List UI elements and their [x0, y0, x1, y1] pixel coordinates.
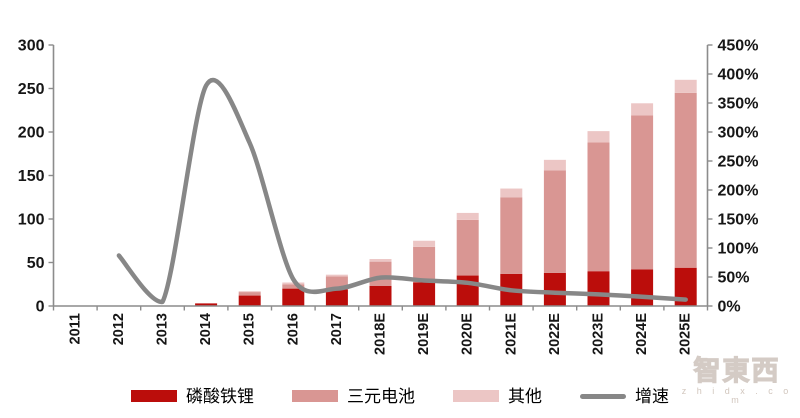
bar-segment-ternary: [456, 219, 479, 276]
bar-segment-ternary: [369, 261, 392, 286]
bar-segment-lfp: [674, 267, 697, 306]
x-axis-label: 2017: [329, 313, 345, 345]
bar-segment-lfp: [587, 271, 610, 306]
x-axis-label: 2022E: [547, 313, 563, 355]
y-axis-left-tick-label: 50: [27, 255, 45, 272]
bar-segment-ternary: [238, 292, 261, 296]
bar-segment-other: [325, 274, 348, 277]
x-axis-label: 2014: [198, 313, 214, 345]
bar-segment-ternary: [500, 197, 523, 274]
y-axis-right-tick-label: 0%: [718, 299, 741, 316]
bar-segment-other: [413, 240, 436, 247]
bar-segment-lfp: [543, 272, 566, 306]
bar-segment-other: [282, 282, 305, 285]
bar-segment-other: [369, 259, 392, 262]
y-axis-right-tick-label: 350%: [718, 96, 759, 113]
x-axis-label: 2021E: [503, 313, 519, 355]
bar-segment-ternary: [413, 246, 436, 283]
y-axis-right-tick-label: 150%: [718, 212, 759, 229]
chart-canvas: 0 50 100 150 200 250 300 0% 50% 100% 150% 200% 250% 3…: [18, 38, 759, 355]
bar-segment-other: [456, 212, 479, 220]
legend-item-lfp: 磷酸铁锂: [131, 388, 254, 405]
legend-label: 三元电池: [347, 386, 415, 406]
legend-swatch-lfp: [131, 390, 177, 402]
y-axis-left-tick-label: 150: [18, 168, 45, 185]
y-axis-right-tick-label: 100%: [718, 241, 759, 258]
y-axis-right-tick-label: 400%: [718, 67, 759, 84]
bar-segment-lfp: [238, 295, 261, 306]
legend-item-ternary: 三元电池: [292, 388, 415, 405]
bar-segment-lfp: [282, 288, 305, 306]
x-axis-label: 2019E: [416, 313, 432, 355]
bar-segment-ternary: [674, 92, 697, 268]
x-axis-label: 2011: [67, 313, 83, 344]
growth-line: [116, 77, 688, 305]
legend-item-growth: 增速: [580, 388, 669, 405]
legend-swatch-growth: [580, 393, 626, 399]
chart-legend: 磷酸铁锂 三元电池 其他 增速: [0, 383, 800, 409]
y-axis-left-tick-label: 200: [18, 125, 45, 142]
x-axis-label: 2013: [155, 313, 171, 345]
x-axis-label: 2020E: [460, 313, 476, 355]
y-axis-right-tick-label: 50%: [718, 270, 750, 287]
y-axis-left-tick-label: 300: [18, 38, 45, 55]
bar-segment-other: [543, 159, 566, 171]
x-axis-label: 2015: [242, 313, 258, 345]
x-axis-label: 2024E: [634, 313, 650, 355]
bar-segment-lfp: [631, 269, 654, 306]
bar-segment-ternary: [631, 115, 654, 270]
x-axis-label: 2023E: [591, 313, 607, 355]
y-axis-left-tick-label: 0: [36, 299, 45, 316]
bar-segment-other: [631, 103, 654, 116]
bar-segment-other: [587, 131, 610, 143]
x-axis-label: 2016: [285, 313, 301, 345]
bar-segment-other: [500, 188, 523, 198]
bar-segment-ternary: [587, 142, 610, 272]
bar-segment-lfp: [369, 285, 392, 306]
legend-label: 其他: [508, 386, 542, 406]
bar-segment-lfp: [195, 303, 218, 306]
legend-label: 增速: [635, 386, 669, 406]
y-axis-left-tick-label: 250: [18, 81, 45, 98]
bar-segment-lfp: [325, 289, 348, 306]
y-axis-left-tick-label: 100: [18, 212, 45, 229]
bar-segment-ternary: [543, 170, 566, 273]
x-axis-label: 2012: [111, 313, 127, 345]
bar-segment-other: [238, 291, 261, 293]
y-axis-right-tick-label: 200%: [718, 183, 759, 200]
legend-label: 磷酸铁锂: [186, 386, 254, 406]
y-axis-right-tick-label: 300%: [718, 125, 759, 142]
y-axis-right-tick-label: 450%: [718, 38, 759, 55]
bar-segment-lfp: [413, 282, 436, 306]
x-axis-label: 2018E: [373, 313, 389, 355]
y-axis-right-tick-label: 250%: [718, 154, 759, 171]
legend-item-other: 其他: [453, 388, 542, 405]
legend-swatch-ternary: [292, 390, 338, 402]
legend-swatch-other: [453, 390, 499, 402]
bar-segment-other: [674, 79, 697, 93]
bar-segment-ternary: [282, 284, 305, 289]
x-axis-label: 2025E: [678, 313, 694, 355]
